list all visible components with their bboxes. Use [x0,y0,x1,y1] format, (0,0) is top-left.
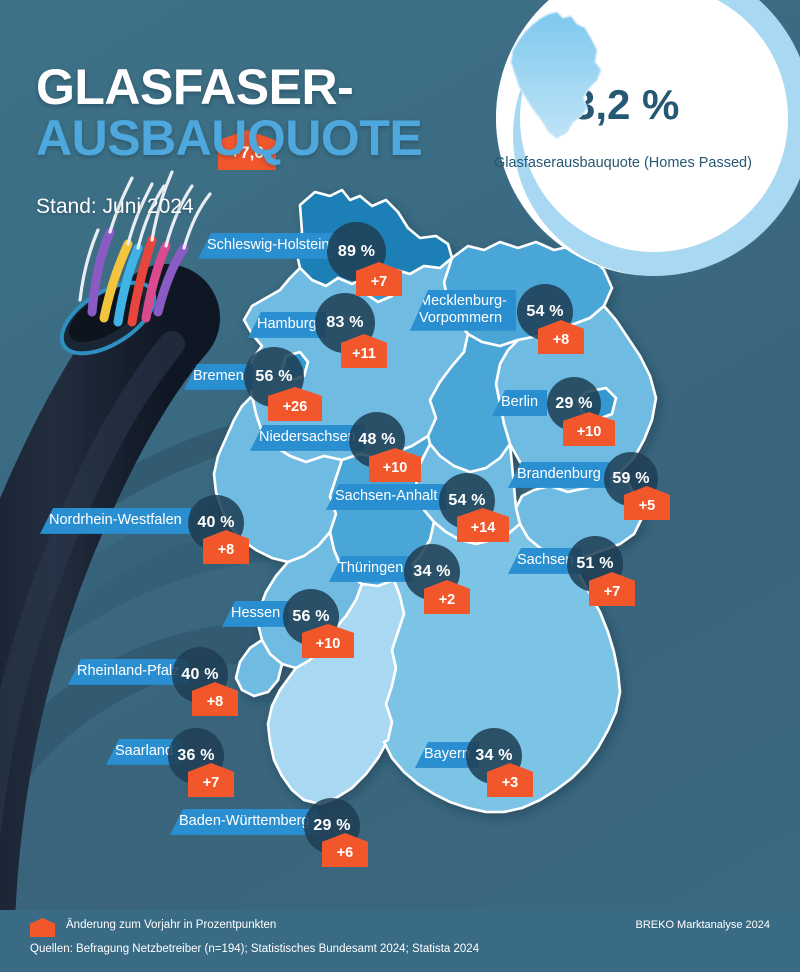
region-label-thueringen[interactable]: Thüringen [329,556,413,582]
credit: BREKO Marktanalyse 2024 [635,919,770,931]
fiber-strands [78,170,212,327]
region-label-sachsen-anhalt[interactable]: Sachsen-Anhalt [326,484,447,510]
legend-sources: Quellen: Befragung Netzbetreiber (n=194)… [30,943,480,955]
mv-line1: Mecklenburg- [419,293,507,309]
subtitle-date: Stand: Juni 2024 [36,195,194,218]
region-label-rheinland-pfalz[interactable]: Rheinland-Pfalz [68,659,189,685]
donut-caption: Glasfaserausbauquote (Homes Passed) [489,153,757,174]
page-title: GLASFASER- AUSBAUQUOTE [36,59,423,166]
donut-caption-line1: Glasfaserausbauquote [494,155,640,171]
title-line-2: AUSBAUQUOTE [36,110,423,166]
region-label-hamburg[interactable]: Hamburg [248,312,326,338]
legend-note: Änderung zum Vorjahr in Prozentpunkten [66,919,277,931]
legend-badge-icon [30,918,55,937]
region-label-nordrhein-westfalen[interactable]: Nordrhein-Westfalen [40,508,191,534]
mini-germany-silhouette [510,11,602,139]
title-line-1: GLASFASER- [36,59,354,115]
footer: Änderung zum Vorjahr in Prozentpunkten Q… [0,910,800,972]
fiber-cable-highlight [0,331,185,841]
region-label-schleswig-holstein[interactable]: Schleswig-Holstein [198,233,339,259]
region-label-mecklenburg-vorpommern[interactable]: Mecklenburg- Vorpommern [410,290,516,331]
region-label-baden-wuerttemberg[interactable]: Baden-Württemberg [170,809,319,835]
donut-caption-line2: (Homes Passed) [643,155,752,171]
region-label-niedersachsen[interactable]: Niedersachsen [250,425,365,451]
region-label-brandenburg[interactable]: Brandenburg [508,462,610,488]
region-saarland [234,638,284,698]
region-label-hessen[interactable]: Hessen [222,601,290,627]
region-label-bremen[interactable]: Bremen [184,364,253,390]
mv-line2: Vorpommern [419,309,503,326]
